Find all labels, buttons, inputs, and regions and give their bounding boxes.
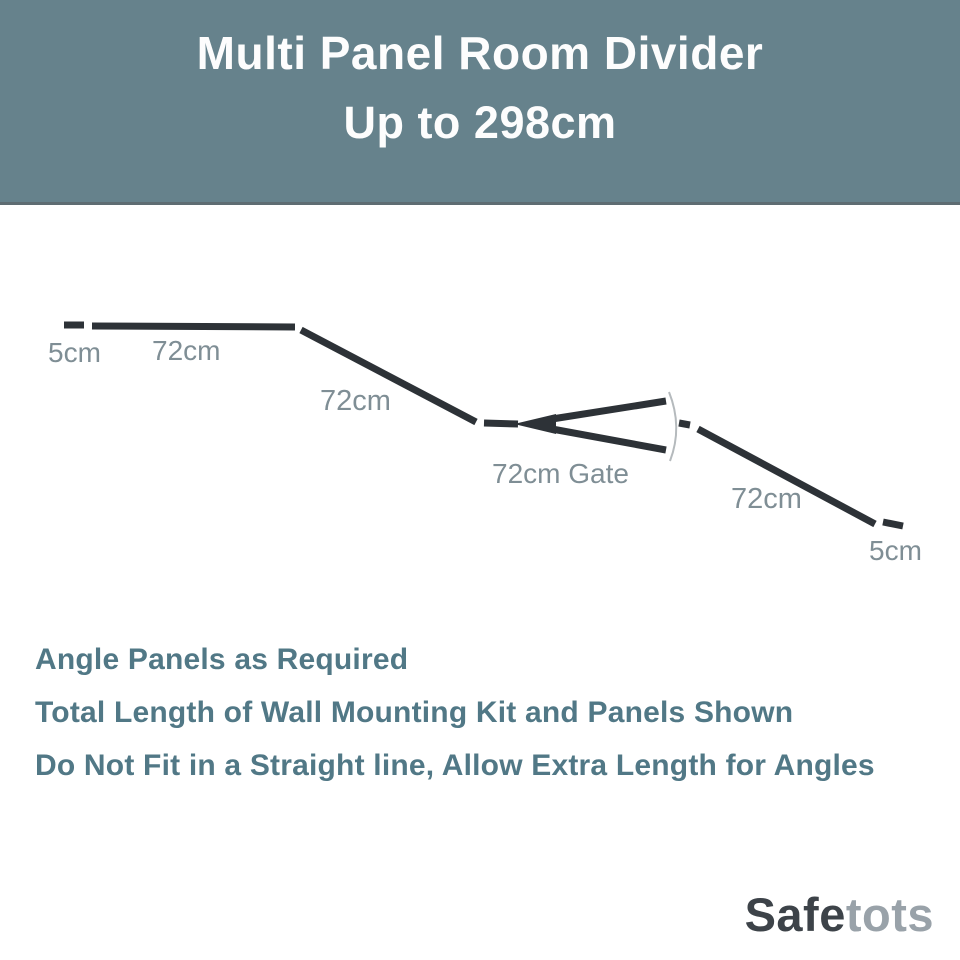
- label-panel-3: 72cm: [731, 483, 802, 515]
- gate-arm-top-line: [551, 397, 667, 423]
- wall-kit-mid-line: [678, 419, 691, 429]
- logo-text-safe: Safe: [744, 888, 846, 941]
- note-angle-panels: Angle Panels as Required: [35, 643, 409, 676]
- label-gate: 72cm Gate: [492, 458, 629, 489]
- label-panel-2: 72cm: [320, 385, 391, 417]
- label-panel-1: 72cm: [152, 335, 220, 366]
- panel-1-line: [91, 322, 296, 331]
- note-straight-line: Do Not Fit in a Straight line, Allow Ext…: [35, 749, 875, 782]
- gate-hinge-wedge: [514, 414, 556, 434]
- label-wall-right: 5cm: [869, 535, 922, 566]
- instruction-notes: Angle Panels as Required Total Length of…: [35, 633, 940, 792]
- gate-stem-line: [483, 419, 519, 428]
- wall-kit-right-line: [882, 518, 904, 530]
- page-subtitle: Up to 298cm: [343, 97, 617, 148]
- gate-swing-arc: [668, 391, 678, 462]
- page-title: Multi Panel Room Divider: [196, 27, 764, 79]
- header-banner: Multi Panel Room Divider Up to 298cm: [0, 0, 960, 205]
- panel-3-line: [696, 425, 877, 528]
- note-total-length: Total Length of Wall Mounting Kit and Pa…: [35, 696, 794, 729]
- label-wall-left: 5cm: [48, 337, 101, 368]
- safetots-logo: Safetots: [745, 890, 934, 940]
- gate-arm-bottom-line: [551, 425, 667, 454]
- panel-2-line: [299, 326, 478, 426]
- divider-layout-diagram: 5cm 72cm 72cm 72cm Gate 72cm 5cm: [48, 321, 922, 566]
- logo-text-tots: tots: [845, 888, 934, 941]
